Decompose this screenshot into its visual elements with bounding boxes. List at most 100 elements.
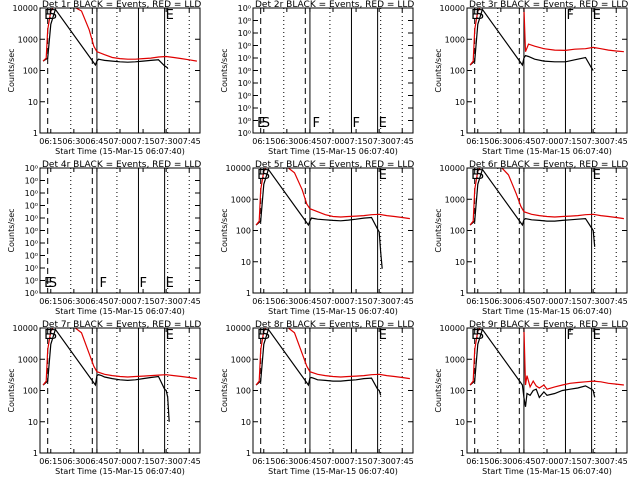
y-tick-label: 1 [460,449,465,458]
event-letter: E [44,276,52,291]
events-series-line [255,168,383,269]
y-tick-label: 10000 [13,324,38,333]
y-tick-label: 10 [28,98,38,107]
x-tick-label: 06:15 [466,137,489,146]
x-axis-label: Start Time (15-Mar-15 06:07:40) [482,147,612,156]
x-tick-label: 06:30 [62,297,85,306]
event-letter: E [44,8,52,23]
y-tick-label: 10⁰ [238,67,251,76]
y-tick-label: 10 [28,418,38,427]
event-letter: E [593,328,601,343]
y-tick-label: 100 [23,67,38,76]
x-tick-label: 06:30 [489,297,512,306]
x-tick-label: 06:30 [62,137,85,146]
plot-area [260,8,403,133]
y-tick-label: 1 [460,289,465,298]
x-axis-label: Start Time (15-Mar-15 06:07:40) [482,467,612,476]
y-tick-label: 10000 [440,324,465,333]
y-tick-label: 100 [236,227,251,236]
y-tick-label: 1 [33,129,38,138]
chart-title: Det 7r BLACK = Events, RED = LLD [42,320,201,330]
y-tick-label: 10000 [226,324,251,333]
y-tick-label: 10⁰ [238,4,251,13]
y-tick-label: 10 [241,258,251,267]
event-letter: E [166,328,174,343]
plot-frame [39,7,201,134]
plot-frame [466,327,628,454]
event-letter: S [49,276,57,291]
x-axis-label: Start Time (15-Mar-15 06:07:40) [55,307,185,316]
x-tick-label: 06:15 [252,457,275,466]
x-axis-label: Start Time (15-Mar-15 06:07:40) [268,307,398,316]
event-letter: E [257,168,265,183]
x-tick-label: 07:00 [321,457,344,466]
x-tick-label: 06:45 [298,297,321,306]
x-axis-label: Start Time (15-Mar-15 06:07:40) [268,147,398,156]
y-tick-label: 10⁰ [238,117,251,126]
y-tick-label: 10000 [440,4,465,13]
events-series-line [42,328,170,422]
y-tick-label: 10⁰ [25,264,38,273]
x-tick-label: 07:30 [368,137,391,146]
event-letter: E [44,328,52,343]
y-tick-label: 10⁰ [238,104,251,113]
y-tick-label: 10⁰ [238,129,251,138]
chart-title: Det 9r BLACK = Events, RED = LLD [469,320,628,330]
events-series-line [469,328,596,407]
y-axis-label: Counts/sec [7,368,16,412]
x-tick-label: 07:30 [155,137,178,146]
x-tick-label: 07:00 [108,137,131,146]
y-tick-label: 1000 [445,35,465,44]
y-tick-label: 10⁰ [25,239,38,248]
y-tick-label: 10⁰ [25,177,38,186]
x-tick-label: 06:45 [512,137,535,146]
event-letter: F [566,8,573,23]
x-tick-label: 07:00 [535,137,558,146]
y-tick-label: 10⁰ [25,277,38,286]
x-tick-label: 07:30 [582,137,605,146]
x-tick-label: 07:15 [559,457,582,466]
x-tick-label: 06:45 [298,457,321,466]
event-letter: S [476,8,484,23]
y-axis-label: Counts/sec [220,368,229,412]
x-tick-label: 06:15 [252,137,275,146]
lld-series-line [469,328,624,390]
y-tick-label: 10⁰ [238,17,251,26]
events-series-line [469,168,596,247]
event-letter: E [471,8,479,23]
y-tick-label: 10⁰ [25,214,38,223]
plot-area [469,328,624,453]
plot-frame [252,7,414,134]
y-tick-label: 10⁰ [238,79,251,88]
x-tick-label: 07:30 [155,297,178,306]
y-tick-label: 10 [455,418,465,427]
event-letter: F [312,116,319,131]
event-letter: E [379,168,387,183]
y-tick-label: 1 [246,289,251,298]
y-tick-label: 10⁰ [238,29,251,38]
x-tick-label: 07:45 [178,137,201,146]
event-letter: E [379,328,387,343]
y-tick-label: 10⁰ [238,92,251,101]
lld-series-line [42,8,197,62]
event-letter: E [471,168,479,183]
plot-area [469,168,624,293]
y-tick-label: 100 [450,387,465,396]
x-tick-label: 07:00 [108,457,131,466]
x-tick-label: 07:00 [321,137,344,146]
chart-title: Det 5r BLACK = Events, RED = LLD [255,160,414,170]
x-tick-label: 07:30 [155,457,178,466]
y-tick-label: 1000 [231,195,251,204]
x-tick-label: 06:30 [275,137,298,146]
y-tick-label: 10 [455,98,465,107]
events-series-line [469,8,594,71]
x-axis-label: Start Time (15-Mar-15 06:07:40) [55,147,185,156]
x-tick-label: 07:30 [582,457,605,466]
y-tick-label: 10000 [13,4,38,13]
y-tick-label: 100 [236,387,251,396]
event-letter: F [352,116,359,131]
plot-area [42,8,197,133]
